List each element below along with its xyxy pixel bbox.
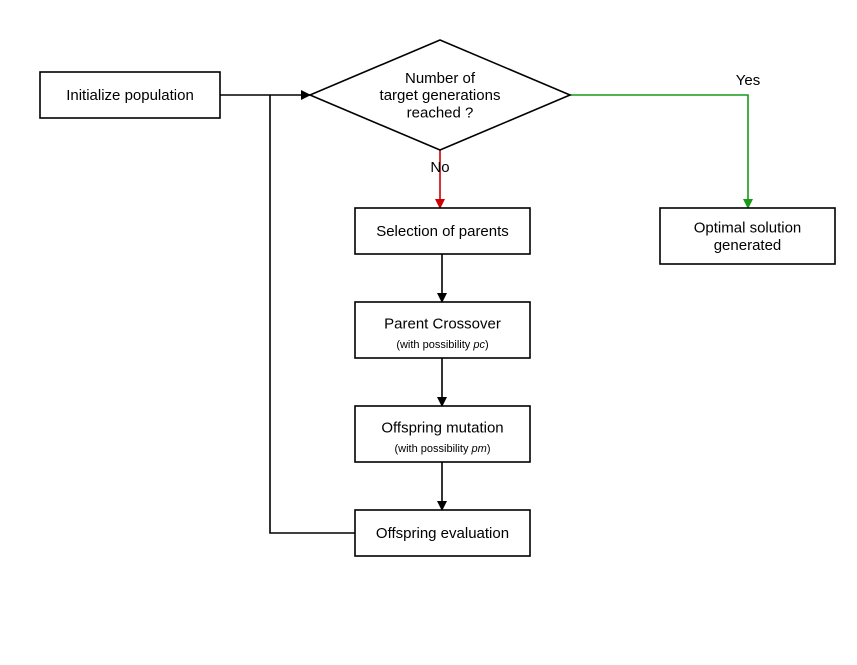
node-optimal-line0: Optimal solution	[694, 220, 802, 237]
node-mutation: Offspring mutation (with possibility pm)	[355, 406, 530, 462]
node-init-line0: Initialize population	[66, 87, 194, 104]
node-optimal-line1: generated	[714, 237, 782, 254]
node-mutation-line0: Offspring mutation	[381, 419, 503, 436]
node-crossover: Parent Crossover (with possibility pc)	[355, 302, 530, 358]
node-mutation-sub0: (with possibility pm)	[395, 443, 491, 455]
node-crossover-sub0: (with possibility pc)	[396, 339, 488, 351]
edge-eval-loop-back	[270, 95, 355, 533]
node-decision-line1: target generations	[380, 87, 501, 104]
node-select-line0: Selection of parents	[376, 223, 509, 240]
node-decision: Number oftarget generationsreached ?	[310, 40, 570, 150]
node-eval-line0: Offspring evaluation	[376, 525, 509, 542]
edge-label-decision-yes: Yes	[736, 72, 760, 89]
node-select: Selection of parents	[355, 208, 530, 254]
edge-decision-yes	[570, 95, 748, 208]
node-optimal: Optimal solutiongenerated	[660, 208, 835, 264]
node-decision-line0: Number of	[405, 70, 476, 87]
node-decision-line2: reached ?	[407, 104, 474, 121]
nodes-layer: Initialize population Number oftarget gen…	[40, 40, 835, 556]
node-eval: Offspring evaluation	[355, 510, 530, 556]
node-crossover-line0: Parent Crossover	[384, 315, 501, 332]
edge-label-decision-no: No	[430, 159, 449, 176]
node-init: Initialize population	[40, 72, 220, 118]
